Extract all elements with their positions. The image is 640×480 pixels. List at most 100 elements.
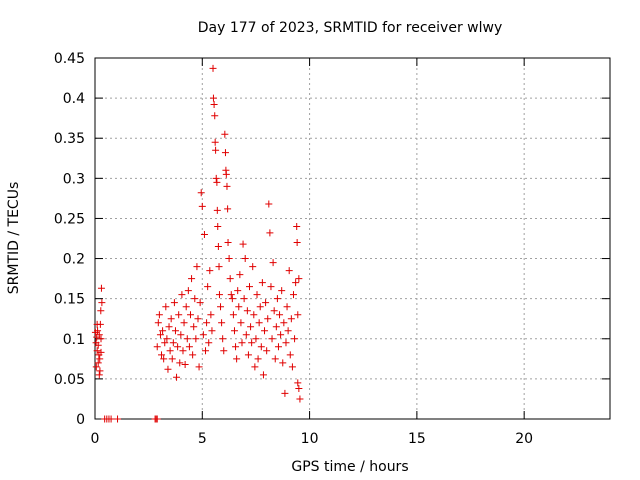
y-tick-label: 0.35 (54, 131, 85, 147)
data-point (267, 283, 275, 291)
data-point (294, 379, 302, 387)
data-point (277, 331, 285, 339)
data-point (272, 323, 280, 331)
data-point (251, 363, 259, 371)
x-tick-label: 20 (515, 431, 533, 447)
data-point (294, 311, 302, 319)
plot-frame (94, 57, 611, 420)
data-point (203, 319, 211, 327)
data-point (94, 341, 102, 349)
data-point (238, 339, 246, 347)
data-point (215, 263, 223, 271)
data-point (192, 335, 200, 343)
data-point (93, 347, 101, 355)
data-point (188, 275, 196, 283)
data-point (209, 64, 217, 72)
data-point (234, 287, 242, 295)
data-point (94, 327, 102, 335)
data-point (223, 182, 231, 190)
data-point (185, 343, 193, 351)
data-point (197, 189, 205, 197)
data-point (293, 239, 301, 247)
axis-ticks: 0 0.05 0.1 0.15 0.2 0.25 0.3 0.35 0.4 0.45 0 5 10 15 2… (54, 51, 610, 447)
y-tick-label: 0.2 (63, 252, 85, 268)
data-point (208, 327, 216, 335)
data-point (235, 303, 243, 311)
data-point (171, 327, 179, 335)
data-point (215, 291, 223, 299)
data-point (247, 323, 255, 331)
data-point (107, 415, 115, 423)
data-point (207, 311, 215, 319)
data-point (92, 363, 100, 371)
data-point (181, 360, 189, 368)
data-point (287, 315, 295, 323)
data-point (268, 335, 276, 343)
data-point (93, 320, 101, 328)
data-point (214, 222, 222, 230)
data-point (242, 331, 250, 339)
data-point (250, 311, 258, 319)
data-point (291, 335, 299, 343)
data-point (225, 255, 233, 263)
data-point (263, 347, 271, 355)
data-point (295, 385, 303, 393)
data-point (211, 138, 219, 146)
x-tick-label: 0 (91, 431, 100, 447)
data-point (156, 331, 164, 339)
data-point (158, 351, 166, 359)
data-point (224, 205, 232, 213)
data-point (167, 315, 175, 323)
chart-title: Day 177 of 2023, SRMTID for receiver wlw… (198, 20, 503, 36)
data-point (214, 243, 222, 251)
data-point (194, 315, 202, 323)
data-point (237, 319, 245, 327)
data-point (276, 311, 284, 319)
data-point (186, 311, 194, 319)
data-point (220, 347, 228, 355)
data-point (206, 267, 214, 275)
data-point (160, 355, 168, 363)
data-point (162, 303, 170, 311)
data-point (195, 363, 203, 371)
data-point (211, 112, 219, 120)
data-point (200, 230, 208, 238)
data-point (264, 315, 272, 323)
data-point (169, 339, 177, 347)
data-points (91, 64, 304, 423)
data-point (236, 271, 244, 279)
data-point (229, 311, 237, 319)
data-point (154, 319, 162, 327)
data-point (196, 299, 204, 307)
data-point (96, 367, 104, 375)
data-point (283, 303, 291, 311)
data-point (96, 355, 104, 363)
data-point (212, 146, 220, 154)
data-point (281, 389, 289, 397)
y-tick-label: 0.3 (63, 171, 85, 187)
data-point (278, 287, 286, 295)
data-point (94, 359, 102, 367)
data-point (240, 295, 248, 303)
data-point (255, 319, 263, 327)
data-point (261, 327, 269, 335)
data-point (193, 263, 201, 271)
data-point (114, 415, 122, 423)
data-point (210, 101, 218, 109)
data-point (209, 94, 217, 102)
data-point (170, 299, 178, 307)
data-point (221, 149, 229, 157)
data-point (161, 339, 169, 347)
data-point (256, 303, 264, 311)
data-point (95, 331, 103, 339)
data-point (284, 327, 292, 335)
data-point (295, 275, 303, 283)
data-point (274, 343, 282, 351)
data-point (204, 283, 212, 291)
data-point (221, 130, 229, 138)
data-point (183, 335, 191, 343)
data-point (280, 319, 288, 327)
y-tick-label: 0.15 (54, 292, 85, 308)
data-point (190, 323, 198, 331)
y-tick-label: 0 (76, 412, 85, 428)
